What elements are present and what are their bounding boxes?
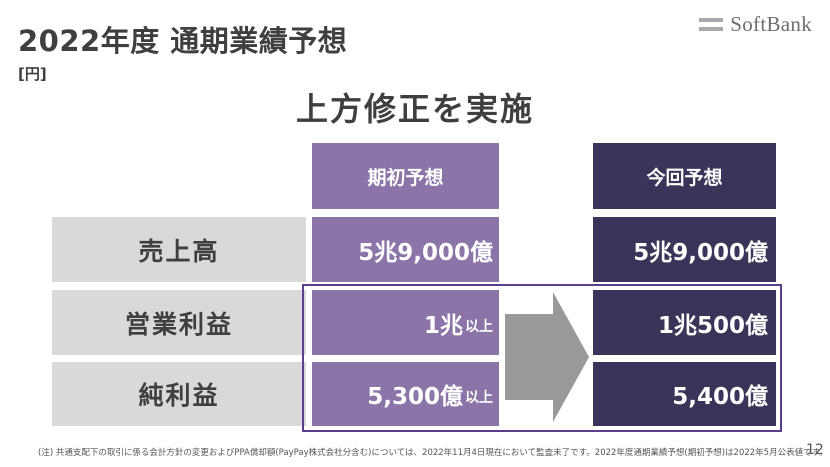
softbank-logo: SoftBank	[699, 12, 812, 37]
footnote: (注) 共通支配下の取引に係る会計方針の変更およびPPA償却額(PayPay株式…	[38, 448, 828, 458]
slide-subtitle: 上方修正を実施	[295, 90, 534, 128]
slide-title: 2022年度 通期業績予想	[18, 24, 348, 58]
logo-text: SoftBank	[730, 12, 812, 36]
right-arrow-icon	[505, 292, 589, 422]
row-label-net-income: 純利益	[52, 362, 306, 426]
cell-net-income-current: 5,400億	[593, 362, 776, 426]
value-text: 5兆9,000億	[358, 239, 493, 266]
softbank-logo-icon	[699, 18, 724, 31]
value-text: 1兆500億	[657, 312, 768, 339]
value-text: 1兆	[423, 312, 463, 339]
cell-revenue-initial: 5兆9,000億	[312, 217, 499, 282]
value-suffix: 以上	[465, 390, 493, 406]
revision-highlight-box	[302, 284, 782, 432]
cell-operating-income-current: 1兆500億	[593, 290, 776, 355]
unit-label: [円]	[18, 65, 47, 83]
page-number: 12	[806, 442, 824, 458]
column-header-current: 今回予想	[593, 143, 776, 209]
value-text: 5兆9,000億	[633, 239, 768, 266]
row-label-operating-income: 営業利益	[52, 290, 306, 355]
value-suffix: 以上	[465, 318, 493, 335]
cell-net-income-initial: 5,300億 以上	[312, 362, 499, 426]
row-label-revenue: 売上高	[52, 217, 306, 282]
column-header-initial: 期初予想	[312, 143, 499, 209]
value-text: 5,400億	[672, 384, 768, 410]
value-text: 5,300億	[367, 384, 463, 410]
cell-operating-income-initial: 1兆 以上	[312, 290, 499, 355]
cell-revenue-current: 5兆9,000億	[593, 217, 776, 282]
